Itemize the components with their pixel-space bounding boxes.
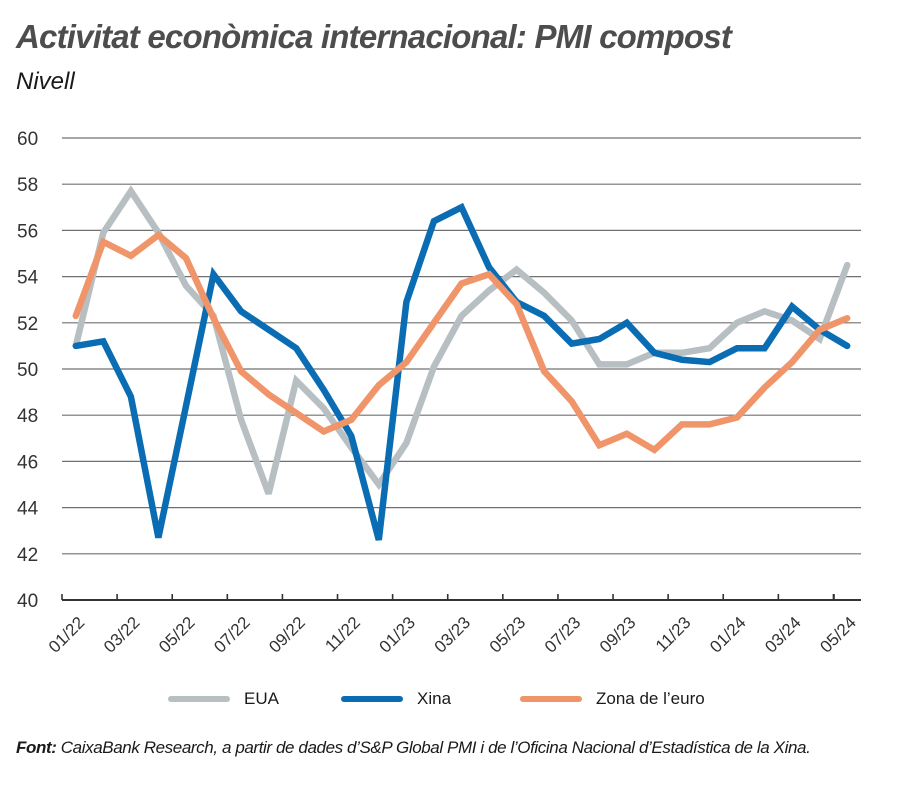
y-tick-label: 44 xyxy=(17,499,39,520)
y-tick-label: 54 xyxy=(17,268,39,289)
legend-label-zona-euro: Zona de l’euro xyxy=(596,689,705,708)
x-tick-label: 01/22 xyxy=(45,613,89,657)
series-line-eua xyxy=(72,185,851,495)
y-tick-label: 56 xyxy=(17,221,38,242)
x-tick-label: 01/23 xyxy=(376,613,420,657)
legend-item-xina: Xina xyxy=(341,689,451,709)
x-axis xyxy=(61,594,861,601)
x-tick-label: 07/23 xyxy=(541,613,585,657)
series-line-xina xyxy=(72,202,851,541)
x-tick-label: 05/22 xyxy=(155,613,199,657)
legend-swatch-xina xyxy=(341,696,403,702)
x-tick-label: 09/23 xyxy=(596,613,640,657)
source-text: CaixaBank Research, a partir de dades d’… xyxy=(56,738,811,757)
x-tick-label: 11/22 xyxy=(321,613,364,656)
y-tick-label: 48 xyxy=(17,406,38,427)
legend-swatch-eua xyxy=(168,696,230,702)
series-lines xyxy=(72,185,851,541)
y-axis-labels: 40 42 44 46 48 50 52 54 56 58 60 xyxy=(17,129,39,612)
source-label: Font: xyxy=(16,738,57,757)
source-note: Font: CaixaBank Research, a partir de da… xyxy=(16,737,876,759)
x-tick-label: 11/23 xyxy=(652,613,695,656)
y-tick-label: 60 xyxy=(17,129,38,150)
x-tick-label: 01/24 xyxy=(706,613,750,657)
series-line-zona-de-l-euro xyxy=(72,230,851,454)
legend: EUA Xina Zona de l’euro xyxy=(0,689,900,715)
x-tick-label: 03/24 xyxy=(761,613,805,657)
x-tick-label: 03/22 xyxy=(100,613,144,657)
y-tick-label: 46 xyxy=(17,452,38,473)
legend-label-eua: EUA xyxy=(244,689,279,708)
y-tick-label: 42 xyxy=(17,545,38,566)
legend-item-eua: EUA xyxy=(168,689,279,709)
chart-subtitle: Nivell xyxy=(16,68,75,95)
y-tick-label: 58 xyxy=(17,175,38,196)
y-tick-label: 52 xyxy=(17,314,38,335)
x-tick-label: 05/23 xyxy=(486,613,530,657)
x-tick-label: 07/22 xyxy=(210,613,254,657)
legend-label-xina: Xina xyxy=(417,689,452,708)
legend-item-zona-euro: Zona de l’euro xyxy=(520,689,705,709)
chart-title: Activitat econòmica internacional: PMI c… xyxy=(16,18,732,55)
x-tick-label: 09/22 xyxy=(265,613,309,657)
x-tick-label: 05/24 xyxy=(816,613,860,657)
y-tick-label: 40 xyxy=(17,591,38,612)
y-tick-label: 50 xyxy=(17,360,38,381)
x-tick-label: 03/23 xyxy=(431,613,475,657)
legend-swatch-zona-euro xyxy=(520,696,582,702)
x-axis-labels: 01/22 03/22 05/22 07/22 09/22 11/22 01/23 03/23… xyxy=(45,613,860,657)
